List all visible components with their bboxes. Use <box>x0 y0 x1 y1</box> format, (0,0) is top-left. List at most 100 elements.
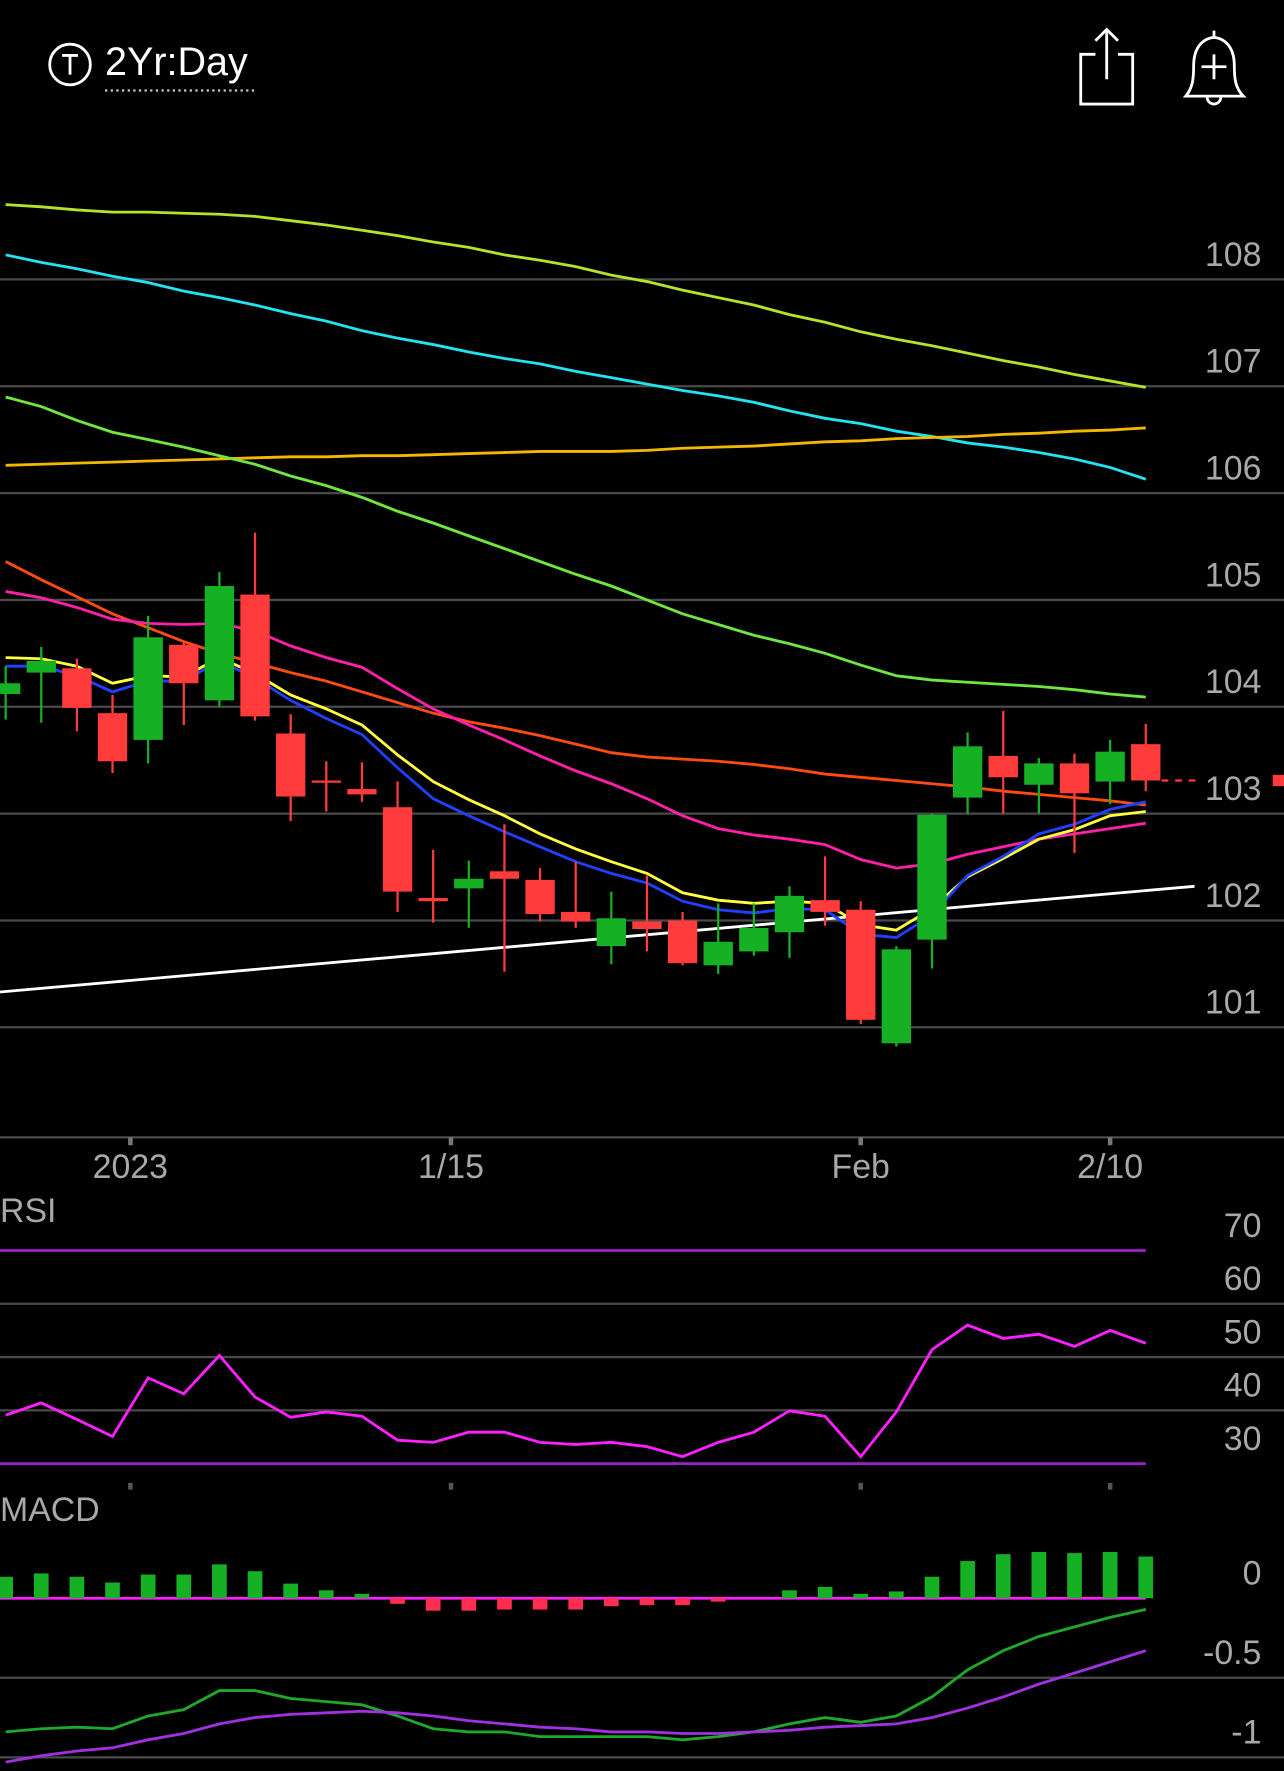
histogram-bar <box>1031 1551 1047 1599</box>
candle-body <box>240 594 270 717</box>
histogram-bar <box>568 1598 584 1610</box>
candle-body <box>418 898 448 902</box>
timeframe-icon-glyph <box>62 54 78 75</box>
y-tick-label: 106 <box>1205 449 1262 487</box>
bell-clapper <box>1205 97 1223 106</box>
histogram-bar <box>889 1591 904 1599</box>
candle-body <box>632 921 662 929</box>
histogram-bar <box>995 1554 1011 1599</box>
histogram-bar <box>1067 1553 1082 1599</box>
y-tick-label: 0 <box>1243 1555 1262 1593</box>
y-tick-label: 102 <box>1205 877 1262 915</box>
histogram-bar <box>639 1598 655 1606</box>
indicator-line <box>5 1323 1147 1459</box>
candle-body <box>275 733 306 797</box>
candle-body <box>810 900 840 912</box>
y-tick-label: 40 <box>1224 1367 1262 1405</box>
histogram-bar <box>425 1598 441 1611</box>
histogram-bar <box>675 1598 690 1606</box>
candle-body <box>703 941 733 966</box>
panel-title: MACD <box>0 1491 100 1529</box>
histogram-bar <box>140 1574 156 1599</box>
histogram-bar <box>924 1576 940 1599</box>
y-tick-label: 60 <box>1224 1260 1262 1298</box>
candle-body <box>667 920 698 964</box>
last-price-marker <box>1272 774 1284 787</box>
y-tick-label: 105 <box>1205 556 1262 594</box>
y-tick-label: 30 <box>1224 1420 1262 1458</box>
share-icon-arrow <box>1094 27 1119 80</box>
share-icon-box <box>1079 52 1135 106</box>
histogram-bar <box>497 1598 512 1610</box>
histogram-bar <box>853 1593 869 1599</box>
histogram-bar <box>33 1573 49 1599</box>
y-tick-label: 101 <box>1205 984 1262 1022</box>
histogram-bar <box>532 1598 548 1610</box>
y-tick-label: 108 <box>1205 236 1262 274</box>
x-tick-label: 2/10 <box>1077 1148 1143 1186</box>
candle-body <box>169 644 199 684</box>
histogram-bar <box>1138 1556 1154 1599</box>
candle-body <box>525 879 555 915</box>
histogram-bar <box>960 1561 975 1599</box>
candle-body <box>204 586 235 701</box>
candle-body <box>846 909 876 1020</box>
histogram-bar <box>1102 1551 1118 1599</box>
moving-average-line <box>5 253 1147 481</box>
candle-body <box>97 713 128 762</box>
candle-body <box>382 807 413 892</box>
bell-icon <box>1182 35 1247 98</box>
y-tick-label: 107 <box>1205 343 1262 381</box>
candle-body <box>596 918 627 947</box>
histogram-bar <box>710 1598 726 1602</box>
y-tick-label: -0.5 <box>1203 1634 1261 1672</box>
histogram-bar <box>461 1598 477 1611</box>
macd-line <box>5 1607 1147 1742</box>
histogram-bar <box>390 1598 405 1604</box>
share-button[interactable] <box>1079 27 1135 106</box>
moving-average-line <box>5 395 1146 699</box>
histogram-bar <box>782 1590 797 1599</box>
timeframe-icon <box>48 42 92 87</box>
candle-body <box>454 878 484 889</box>
candle-body <box>0 683 21 694</box>
candle-body <box>1131 744 1161 781</box>
candle-body <box>1024 763 1054 785</box>
histogram-bar <box>354 1593 370 1599</box>
x-tick-label: 1/15 <box>418 1148 484 1186</box>
candle-body <box>347 789 377 795</box>
histogram-bar <box>176 1574 192 1599</box>
moving-average-line <box>5 203 1147 389</box>
y-tick-label: 70 <box>1224 1207 1262 1245</box>
candle-body <box>917 814 947 940</box>
y-tick-label: -1 <box>1231 1714 1261 1752</box>
candle-body <box>774 895 805 933</box>
candle-body <box>561 911 591 922</box>
timeframe-button[interactable]: 2Yr:Day <box>48 40 257 92</box>
x-tick-label: 2023 <box>93 1148 168 1186</box>
candle-body <box>739 927 769 952</box>
y-tick-label: 104 <box>1205 663 1262 701</box>
histogram-bar <box>105 1582 120 1599</box>
moving-average-line <box>5 590 1146 870</box>
histogram-bar <box>318 1590 334 1599</box>
timeframe-label[interactable]: 2Yr:Day <box>105 40 248 84</box>
candle-body <box>311 780 341 783</box>
candle-body <box>881 949 912 1044</box>
candle-body <box>489 871 520 879</box>
histogram-bar <box>603 1598 619 1607</box>
histogram-bar <box>817 1586 833 1599</box>
moving-average-line <box>5 426 1146 467</box>
alert-button[interactable] <box>1182 30 1247 106</box>
y-tick-label: 50 <box>1224 1313 1262 1351</box>
y-tick-label: 103 <box>1205 770 1262 808</box>
histogram-bar <box>247 1571 263 1599</box>
candle-body <box>1059 763 1090 794</box>
histogram-bar <box>283 1583 299 1599</box>
histogram-bar <box>0 1576 13 1599</box>
x-tick-label: Feb <box>832 1148 890 1186</box>
candle-body <box>952 746 983 798</box>
histogram-bar <box>69 1576 85 1599</box>
